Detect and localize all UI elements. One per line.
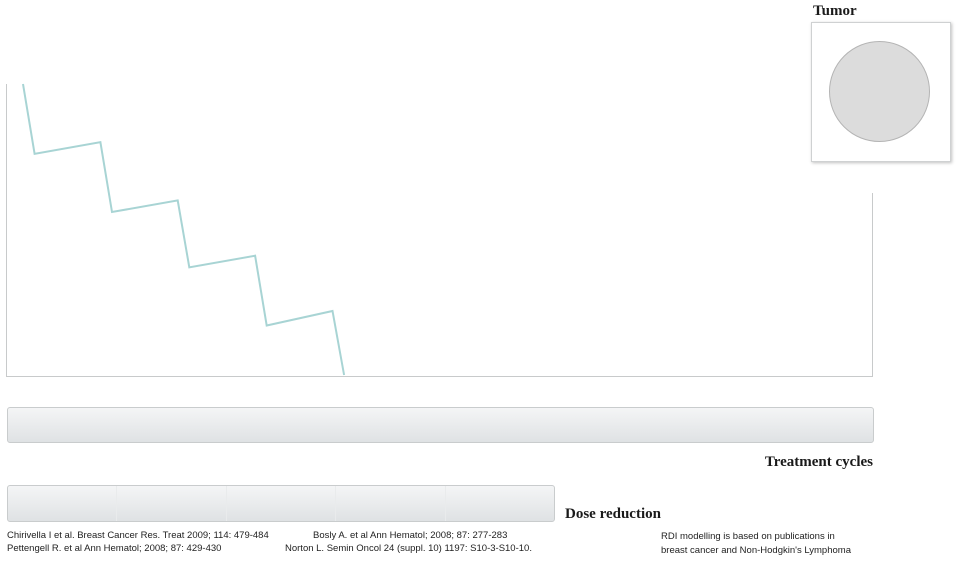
rdi-note-line1: RDI modelling is based on publications i… <box>661 531 835 542</box>
dose-reduction-slider[interactable] <box>7 485 555 522</box>
series-line-0 <box>22 83 346 376</box>
reference-chirivella: Chirivella I et al. Breast Cancer Res. T… <box>7 530 269 541</box>
reference-pettengell: Pettengell R. et al Ann Hematol; 2008; 8… <box>7 543 222 554</box>
tumor-size-chart <box>6 83 873 377</box>
dose-segment[interactable] <box>336 486 446 521</box>
chart-right-axis <box>872 193 873 377</box>
dose-segment[interactable] <box>227 486 337 521</box>
dose-reduction-label: Dose reduction <box>565 506 661 522</box>
reference-norton: Norton L. Semin Oncol 24 (suppl. 10) 119… <box>285 543 532 554</box>
chart-svg <box>22 83 346 376</box>
treatment-cycles-slider[interactable] <box>7 407 874 443</box>
tumor-circle <box>829 41 930 142</box>
dose-segment[interactable] <box>117 486 227 521</box>
reference-bosly: Bosly A. et al Ann Hematol; 2008; 87: 27… <box>313 530 508 541</box>
rdi-note: RDI modelling is based on publications i… <box>661 530 851 557</box>
dose-segment[interactable] <box>446 486 554 521</box>
dose-segment[interactable] <box>8 486 118 521</box>
tumor-panel <box>811 22 951 162</box>
treatment-cycles-label: Treatment cycles <box>764 454 873 470</box>
rdi-note-line2: breast cancer and Non-Hodgkin's Lymphoma <box>661 544 851 556</box>
tumor-title: Tumor <box>813 3 857 19</box>
tumor-visual <box>829 41 930 142</box>
